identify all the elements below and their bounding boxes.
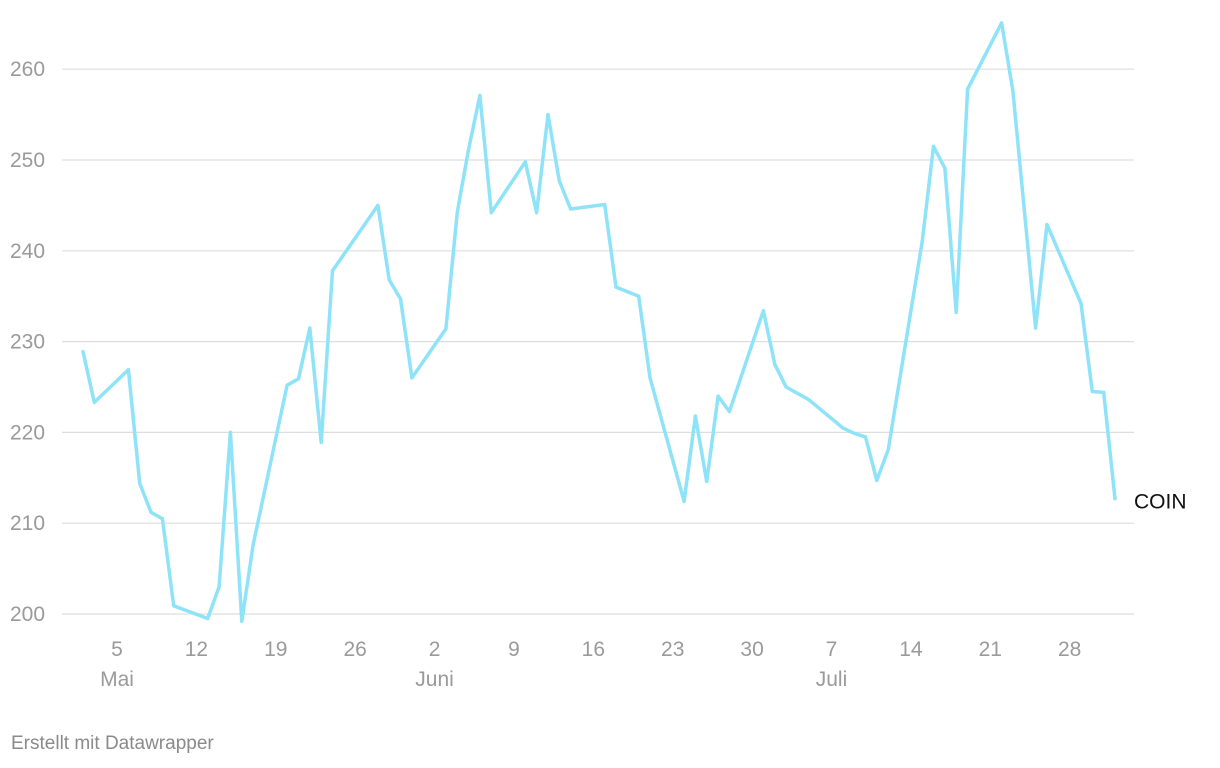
data-point bbox=[126, 368, 130, 372]
data-point bbox=[149, 510, 153, 514]
data-point bbox=[1045, 222, 1049, 227]
data-point bbox=[535, 211, 539, 215]
data-point bbox=[943, 166, 947, 170]
data-point bbox=[852, 431, 856, 435]
x-axis-ticks: 5 Mai 12 19 26 2 Juni 9 16 23 30 7 Juli 14 21 28 bbox=[100, 638, 1081, 691]
y-tick-label: 220 bbox=[10, 421, 45, 444]
x-tick-label: 12 bbox=[185, 638, 208, 661]
data-point bbox=[886, 448, 890, 452]
data-point bbox=[217, 585, 221, 589]
x-tick-label: 7 bbox=[826, 638, 838, 661]
x-tick-label: 21 bbox=[979, 638, 1002, 661]
data-point bbox=[330, 269, 335, 273]
data-point bbox=[603, 202, 607, 207]
data-point bbox=[761, 309, 766, 313]
data-point bbox=[228, 430, 233, 434]
data-point bbox=[965, 87, 970, 91]
series-layer: COIN bbox=[81, 21, 1187, 624]
data-point bbox=[1034, 326, 1038, 330]
x-tick-label: 26 bbox=[343, 638, 366, 661]
x-tick-label: 28 bbox=[1058, 638, 1081, 661]
data-point bbox=[478, 93, 482, 98]
data-point bbox=[523, 160, 527, 164]
data-point bbox=[784, 385, 788, 389]
data-point bbox=[693, 414, 697, 418]
data-point bbox=[863, 435, 868, 439]
data-point bbox=[727, 409, 732, 414]
x-tick-label: 30 bbox=[740, 638, 763, 661]
data-point bbox=[954, 310, 958, 315]
data-point bbox=[557, 179, 561, 183]
data-point bbox=[999, 21, 1004, 25]
data-point bbox=[251, 543, 255, 547]
data-point bbox=[240, 619, 244, 623]
x-tick-month-label: Mai bbox=[100, 668, 134, 691]
data-point bbox=[1102, 390, 1106, 395]
data-point bbox=[387, 278, 391, 282]
data-point bbox=[376, 203, 380, 207]
data-point bbox=[398, 297, 403, 301]
data-point bbox=[546, 113, 550, 117]
x-tick-label: 23 bbox=[661, 638, 684, 661]
data-point bbox=[773, 362, 777, 366]
data-point bbox=[466, 147, 471, 151]
data-point bbox=[875, 478, 879, 483]
y-tick-label: 210 bbox=[10, 512, 45, 535]
data-point bbox=[319, 440, 323, 444]
y-tick-label: 250 bbox=[10, 149, 45, 172]
y-tick-label: 260 bbox=[10, 58, 45, 81]
data-point bbox=[1011, 89, 1015, 93]
data-point bbox=[81, 349, 85, 354]
data-point bbox=[160, 517, 164, 521]
data-point bbox=[455, 211, 459, 215]
y-tick-label: 230 bbox=[10, 331, 45, 354]
data-point bbox=[569, 207, 573, 211]
data-point bbox=[138, 481, 142, 485]
data-point bbox=[206, 616, 210, 621]
data-point bbox=[931, 144, 936, 148]
data-point bbox=[716, 394, 720, 398]
data-point bbox=[648, 376, 652, 380]
x-tick-month-label: Juli bbox=[816, 668, 848, 691]
x-tick-label: 16 bbox=[582, 638, 605, 661]
data-point bbox=[682, 499, 686, 504]
data-point bbox=[920, 240, 924, 244]
data-point bbox=[807, 398, 811, 402]
data-point bbox=[92, 400, 96, 405]
series-label: COIN bbox=[1134, 491, 1187, 514]
data-point bbox=[410, 376, 414, 380]
x-tick-month-label: Juni bbox=[415, 668, 454, 691]
data-point bbox=[841, 426, 845, 430]
data-point bbox=[444, 327, 448, 331]
data-point bbox=[285, 383, 289, 387]
data-point bbox=[705, 479, 709, 484]
data-point bbox=[614, 285, 618, 289]
x-tick-label: 2 bbox=[429, 638, 441, 661]
x-tick-label: 19 bbox=[264, 638, 287, 661]
x-tick-label: 5 bbox=[111, 638, 123, 661]
y-tick-label: 200 bbox=[10, 603, 45, 626]
data-point bbox=[1113, 497, 1117, 501]
data-point bbox=[172, 604, 176, 608]
y-axis-ticks: 200 210 220 230 240 250 260 bbox=[10, 58, 45, 626]
data-point bbox=[1090, 389, 1094, 394]
data-point bbox=[296, 377, 301, 381]
footer-credit: Erstellt mit Datawrapper bbox=[11, 733, 214, 754]
series-line-coin bbox=[81, 21, 1117, 624]
data-point bbox=[637, 294, 641, 298]
y-tick-label: 240 bbox=[10, 240, 45, 263]
data-point bbox=[489, 211, 493, 215]
data-point bbox=[1079, 301, 1083, 306]
x-tick-label: 14 bbox=[899, 638, 923, 661]
data-point bbox=[308, 326, 312, 330]
y-gridlines bbox=[62, 68, 1134, 615]
x-tick-label: 9 bbox=[508, 638, 520, 661]
